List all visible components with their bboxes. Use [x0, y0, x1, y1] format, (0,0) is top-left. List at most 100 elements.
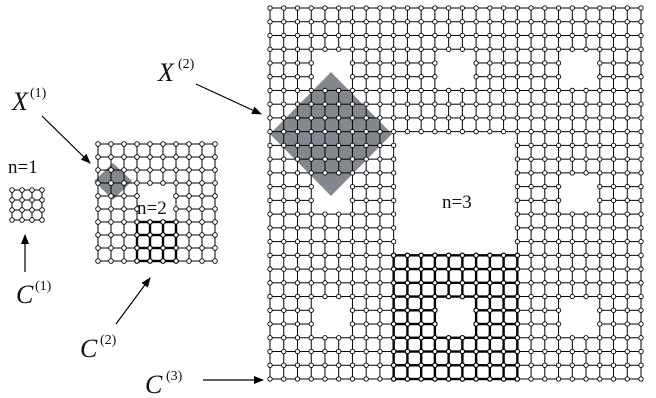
- graph-node: [267, 156, 273, 162]
- graph-node: [418, 348, 424, 355]
- graph-node: [212, 206, 218, 212]
- graph-node: [597, 335, 603, 341]
- graph-node: [610, 87, 617, 94]
- graph-node: [108, 141, 114, 147]
- n2-label: n=2: [137, 198, 167, 219]
- graph-node: [186, 206, 192, 212]
- graph-node: [322, 238, 328, 245]
- graph-node: [322, 170, 328, 176]
- graph-node: [583, 142, 589, 149]
- graph-node: [173, 245, 179, 251]
- graph-node: [445, 334, 452, 341]
- graph-node: [186, 258, 192, 264]
- graph-node: [267, 60, 273, 66]
- graph-node: [349, 60, 356, 66]
- graph-node: [610, 211, 617, 217]
- n1-label: n=1: [8, 157, 38, 178]
- graph-node: [121, 180, 127, 186]
- graph-node: [404, 307, 411, 314]
- graph-node: [349, 156, 356, 162]
- graph-node: [363, 60, 369, 66]
- graph-node: [555, 183, 562, 190]
- graph-node: [95, 193, 101, 199]
- graph-node: [418, 32, 424, 39]
- graph-node: [294, 170, 301, 176]
- graph-node: [212, 219, 218, 225]
- graph-node: [514, 183, 520, 190]
- graph-node: [597, 60, 603, 66]
- graph-node: [638, 46, 644, 52]
- graph-node: [281, 156, 287, 162]
- graph-node: [445, 87, 452, 94]
- graph-node: [336, 335, 342, 341]
- graph-node: [583, 156, 589, 162]
- graph-node: [108, 193, 114, 199]
- graph-node: [267, 211, 273, 217]
- graph-node: [542, 197, 548, 204]
- graph-level-1: [9, 187, 45, 223]
- graph-node: [29, 207, 35, 213]
- graph-node: [597, 321, 603, 327]
- graph-node: [597, 87, 603, 94]
- graph-node: [377, 321, 383, 327]
- graph-node: [514, 334, 521, 341]
- graph-node: [597, 101, 603, 107]
- graph-node: [500, 87, 507, 94]
- graph-node: [281, 5, 287, 11]
- graph-node: [569, 46, 575, 52]
- graph-node: [212, 245, 218, 251]
- graph-node: [638, 238, 644, 245]
- graph-node: [583, 87, 589, 94]
- graph-node: [528, 19, 534, 25]
- graph-node: [363, 321, 369, 327]
- graph-node: [514, 252, 521, 259]
- graph-node: [514, 74, 520, 80]
- graph-node: [363, 32, 369, 39]
- graph-node: [624, 74, 630, 80]
- graph-node: [377, 307, 383, 313]
- graph-node: [363, 348, 369, 355]
- graph-node: [624, 115, 630, 121]
- graph-node: [121, 245, 127, 251]
- graph-node: [569, 376, 575, 382]
- graph-node: [542, 46, 548, 52]
- graph-node: [363, 293, 369, 300]
- graph-node: [459, 32, 466, 39]
- graph-node: [555, 74, 562, 80]
- graph-node: [147, 219, 153, 225]
- graph-node: [514, 280, 521, 286]
- graph-node: [514, 307, 521, 314]
- graph-node: [308, 156, 314, 162]
- graph-node: [555, 101, 562, 107]
- graph-node: [121, 206, 127, 212]
- graph-node: [638, 32, 644, 39]
- graph-node: [597, 293, 603, 300]
- graph-node: [500, 293, 507, 300]
- graph-node: [404, 321, 411, 327]
- graph-node: [404, 101, 411, 107]
- graph-node: [294, 46, 301, 52]
- graph-node: [624, 60, 630, 66]
- graph-node: [569, 5, 575, 11]
- graph-node: [281, 376, 287, 382]
- graph-node: [432, 87, 438, 94]
- graph-node: [121, 232, 127, 238]
- graph-node: [597, 32, 603, 39]
- graph-node: [500, 280, 507, 286]
- graph-node: [281, 129, 287, 135]
- graph-node: [308, 362, 314, 368]
- graph-node: [363, 280, 369, 286]
- graph-node: [377, 5, 383, 11]
- graph-node: [391, 32, 397, 39]
- graph-node: [597, 183, 603, 190]
- graph-node: [349, 46, 356, 52]
- graph-node: [160, 154, 166, 160]
- c2-label: C: [80, 334, 98, 363]
- graph-node: [638, 183, 644, 190]
- graph-node: [528, 60, 534, 66]
- graph-node: [473, 307, 479, 314]
- graph-node: [377, 170, 383, 176]
- graph-node: [459, 19, 466, 25]
- graph-node: [638, 197, 644, 204]
- graph-node: [308, 266, 314, 272]
